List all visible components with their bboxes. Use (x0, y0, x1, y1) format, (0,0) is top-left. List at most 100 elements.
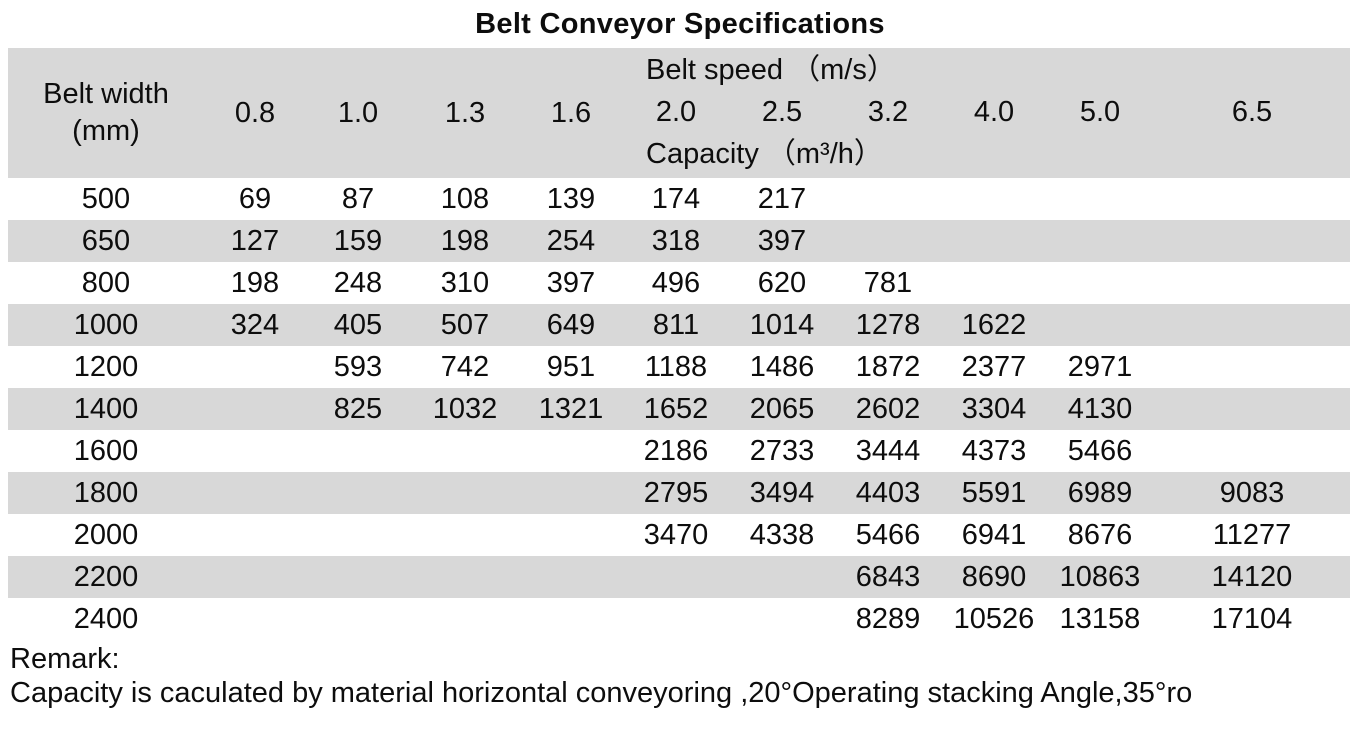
speed-columns-right: 2.0 2.5 3.2 4.0 5.0 6.5 (622, 92, 1350, 132)
capacity-value: 742 (440, 350, 490, 383)
capacity-value: 1278 (855, 308, 921, 341)
capacity-value: 14120 (1211, 560, 1293, 593)
capacity-value: 17104 (1211, 602, 1293, 635)
capacity-value: 2065 (749, 392, 815, 425)
capacity-value: 4130 (1067, 392, 1133, 425)
table-row: 1600 2186 2733 3444 4373 5466 (8, 430, 1350, 472)
belt-width-header: Belt width (mm) (8, 76, 204, 150)
capacity-value: 248 (333, 266, 383, 299)
capacity-value: 69 (238, 182, 272, 215)
capacity-value: 496 (651, 266, 701, 299)
capacity-value: 3444 (855, 434, 921, 467)
capacity-value: 649 (546, 308, 596, 341)
capacity-value: 3494 (749, 476, 815, 509)
belt-width-label-line1: Belt width (43, 78, 169, 110)
belt-speed-units-label: Belt speed （m/s） (646, 54, 896, 86)
belt-width-value: 1400 (73, 392, 139, 425)
capacity-value: 397 (757, 224, 807, 257)
capacity-value: 5466 (1067, 434, 1133, 467)
belt-width-value: 1600 (73, 434, 139, 467)
capacity-value: 8676 (1067, 518, 1133, 551)
capacity-value: 139 (546, 182, 596, 215)
capacity-value: 318 (651, 224, 701, 257)
table-row: 2400 8289 10526 13158 17104 (8, 598, 1350, 640)
belt-width-value: 800 (81, 266, 131, 299)
speed-column-header: 1.0 (337, 96, 379, 129)
belt-width-label-line2: (mm) (72, 115, 140, 147)
capacity-value: 405 (333, 308, 383, 341)
capacity-value: 217 (757, 182, 807, 215)
capacity-value: 620 (757, 266, 807, 299)
remark-section: Remark: Capacity is caculated by materia… (10, 642, 1360, 710)
belt-width-value: 1800 (73, 476, 139, 509)
capacity-value: 2795 (643, 476, 709, 509)
capacity-value: 2971 (1067, 350, 1133, 383)
capacity-value: 4338 (749, 518, 815, 551)
capacity-value: 593 (333, 350, 383, 383)
capacity-value: 254 (546, 224, 596, 257)
capacity-value: 198 (230, 266, 280, 299)
capacity-value: 507 (440, 308, 490, 341)
capacity-value: 5466 (855, 518, 921, 551)
table-row: 1400 825 1032 1321 1652 2065 2602 3304 4130 (8, 388, 1350, 430)
capacity-value: 781 (863, 266, 913, 299)
capacity-value: 9083 (1219, 476, 1285, 509)
capacity-value: 6843 (855, 560, 921, 593)
capacity-value: 1652 (643, 392, 709, 425)
capacity-value: 397 (546, 266, 596, 299)
speed-column-header: 3.2 (867, 96, 909, 128)
capacity-value: 2377 (961, 350, 1027, 383)
capacity-value: 1622 (961, 308, 1027, 341)
capacity-value: 8690 (961, 560, 1027, 593)
belt-conveyor-spec-table: Belt width (mm) 0.8 1.0 1.3 1.6 Belt spe… (8, 48, 1350, 640)
capacity-value: 1188 (644, 350, 708, 383)
remark-label: Remark: (10, 643, 120, 675)
capacity-value: 6989 (1067, 476, 1133, 509)
belt-width-value: 2000 (73, 518, 139, 551)
capacity-value: 3304 (961, 392, 1027, 425)
capacity-value: 324 (230, 308, 280, 341)
capacity-value: 3470 (643, 518, 709, 551)
belt-width-value: 1200 (73, 350, 139, 383)
capacity-value: 825 (333, 392, 383, 425)
table-header: Belt width (mm) 0.8 1.0 1.3 1.6 Belt spe… (8, 48, 1350, 178)
table-row: 650 127 159 198 254 318 397 (8, 220, 1350, 262)
capacity-value: 5591 (961, 476, 1027, 509)
capacity-value: 159 (333, 224, 383, 257)
table-row: 2200 6843 8690 10863 14120 (8, 556, 1350, 598)
capacity-value: 811 (652, 308, 700, 341)
capacity-value: 310 (440, 266, 490, 299)
capacity-value: 174 (651, 182, 701, 215)
speed-column-header: 0.8 (234, 96, 276, 129)
capacity-value: 1321 (538, 392, 604, 425)
table-body: 500 69 87 108 139 174 217 650 127 159 198 254 318 397… (8, 178, 1350, 640)
capacity-value: 108 (440, 182, 490, 215)
speed-column-header: 4.0 (973, 96, 1015, 128)
belt-width-value: 2400 (73, 602, 139, 635)
capacity-value: 13158 (1059, 602, 1141, 635)
table-row: 1000 324 405 507 649 811 1014 1278 1622 (8, 304, 1350, 346)
capacity-value: 198 (440, 224, 490, 257)
capacity-value: 1014 (749, 308, 815, 341)
speed-column-header: 2.0 (655, 96, 697, 128)
capacity-value: 2733 (749, 434, 815, 467)
capacity-value: 10526 (953, 602, 1035, 635)
page: Belt Conveyor Specifications Belt width … (8, 8, 1360, 710)
table-row: 2000 3470 4338 5466 6941 8676 11277 (8, 514, 1350, 556)
speed-column-header: 5.0 (1079, 96, 1121, 128)
speed-column-header: 1.3 (444, 96, 486, 129)
capacity-value: 2602 (855, 392, 921, 425)
capacity-value: 6941 (961, 518, 1027, 551)
page-title: Belt Conveyor Specifications (475, 8, 885, 40)
capacity-units-label: Capacity （m³/h） (646, 138, 883, 170)
capacity-value: 1872 (855, 350, 921, 383)
table-row: 1200 593 742 951 1188 1486 1872 2377 2971 (8, 346, 1350, 388)
table-row: 500 69 87 108 139 174 217 (8, 178, 1350, 220)
capacity-value: 2186 (643, 434, 709, 467)
capacity-value: 87 (341, 182, 375, 215)
belt-speed-group-header: Belt speed （m/s） 2.0 2.5 3.2 4.0 5.0 6.5… (622, 48, 1350, 178)
belt-width-value: 500 (81, 182, 131, 215)
remark-text: Capacity is caculated by material horizo… (10, 677, 1193, 709)
table-row: 800 198 248 310 397 496 620 781 (8, 262, 1350, 304)
speed-column-header: 2.5 (761, 96, 803, 128)
